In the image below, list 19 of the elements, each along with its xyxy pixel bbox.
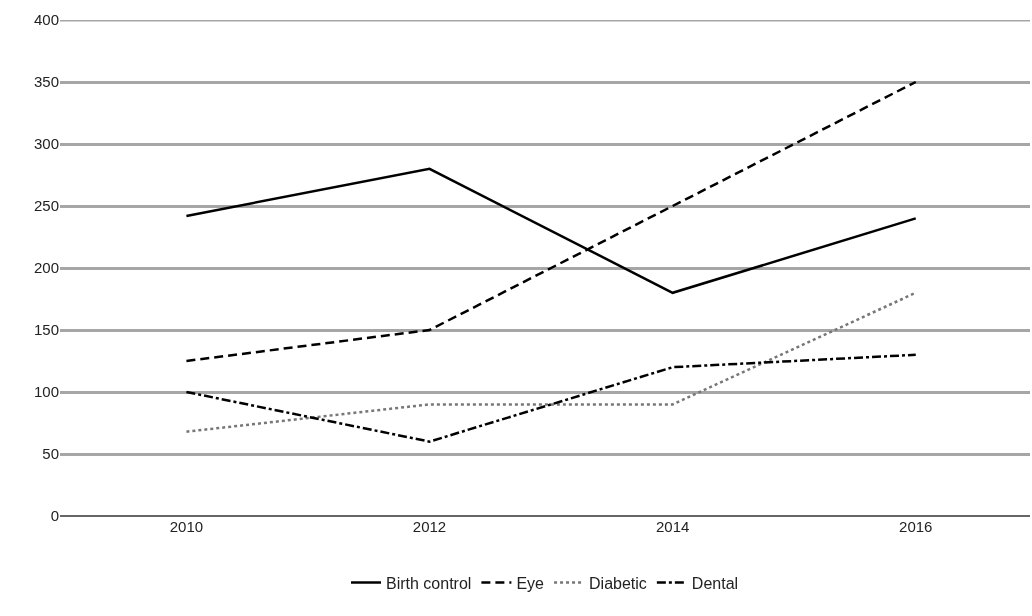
x-tick-label: 2014 bbox=[655, 518, 690, 535]
legend-label: Birth control bbox=[386, 574, 472, 592]
x-tick-label: 2012 bbox=[412, 518, 447, 535]
y-tick-label: 50 bbox=[42, 445, 59, 463]
x-tick-label: 2010 bbox=[169, 518, 204, 535]
y-tick-label: 0 bbox=[50, 507, 59, 525]
legend-label: Dental bbox=[691, 574, 739, 592]
y-tick-label: 300 bbox=[33, 135, 59, 153]
legend-label: Eye bbox=[516, 574, 545, 592]
line-series bbox=[185, 353, 917, 443]
y-tick-label: 100 bbox=[33, 383, 59, 401]
line-series bbox=[185, 80, 917, 363]
y-tick-label: 150 bbox=[33, 321, 59, 339]
y-tick-label: 200 bbox=[33, 259, 59, 277]
x-tick-label: 2016 bbox=[899, 518, 933, 535]
y-tick-label: 350 bbox=[33, 73, 59, 91]
y-tick-label: 400 bbox=[33, 11, 59, 29]
legend-label: Diabetic bbox=[589, 574, 647, 592]
y-tick-label: 250 bbox=[33, 197, 59, 215]
